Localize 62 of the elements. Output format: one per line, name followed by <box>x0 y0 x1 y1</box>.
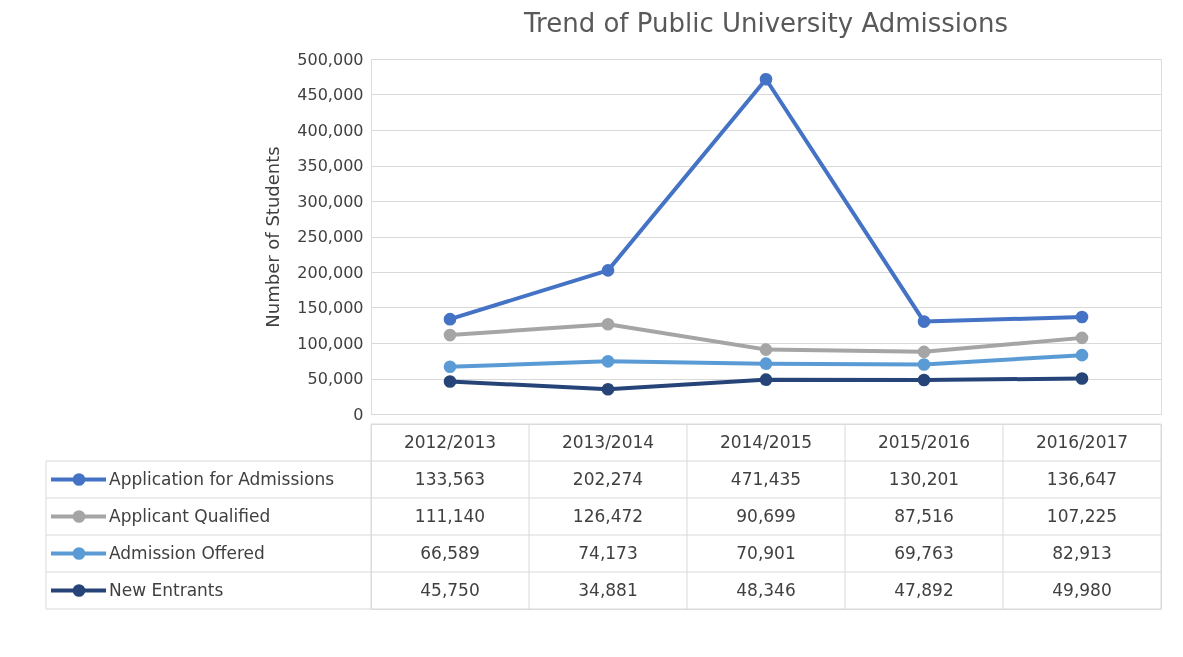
point <box>917 373 931 387</box>
y-tick-label: 200,000 <box>297 262 364 282</box>
point <box>601 317 615 331</box>
y-tick-label: 500,000 <box>297 49 364 69</box>
point <box>601 355 615 368</box>
data-label: 130,201 <box>888 468 960 489</box>
point <box>443 360 457 374</box>
data-label: 87,516 <box>894 505 954 526</box>
point <box>917 315 931 328</box>
data-label: 48,346 <box>736 579 796 600</box>
y-tick-label: 250,000 <box>297 227 364 246</box>
y-tick-label: 350,000 <box>297 156 364 175</box>
legend-label: New Entrants <box>109 579 224 600</box>
point <box>917 358 931 371</box>
point <box>601 264 615 277</box>
point <box>443 312 457 326</box>
data-label: 45,750 <box>420 579 480 600</box>
point <box>759 357 773 370</box>
y-tick-label: 450,000 <box>297 85 364 104</box>
x-tick-label: 2012/2013 <box>403 431 497 452</box>
point <box>1075 310 1089 324</box>
y-tick-label: 0 <box>353 404 364 424</box>
x-tick-label: 2013/2014 <box>561 431 655 452</box>
x-tick-label: 2015/2016 <box>877 431 971 452</box>
y-tick-label: 100,000 <box>297 333 364 353</box>
y-tick-label: 150,000 <box>297 298 364 317</box>
point <box>443 375 457 388</box>
data-label: 471,435 <box>730 468 802 489</box>
point <box>601 382 615 396</box>
data-label: 47,892 <box>894 579 954 600</box>
data-label: 74,173 <box>578 542 638 563</box>
data-label: 202,274 <box>572 468 644 489</box>
point <box>917 345 931 359</box>
data-label: 82,913 <box>1052 542 1112 563</box>
point <box>759 373 773 386</box>
data-label: 66,589 <box>420 542 480 563</box>
data-label: 136,647 <box>1046 468 1118 489</box>
chart-title: Trend of Public University Admissions <box>522 8 1009 38</box>
legend-label: Applicant Qualified <box>109 505 271 526</box>
point <box>1075 331 1089 345</box>
point <box>759 343 773 356</box>
data-label: 70,901 <box>736 542 796 563</box>
y-tick-label: 50,000 <box>307 369 364 388</box>
legend-label: Application for Admissions <box>109 468 335 489</box>
y-tick-label: 300,000 <box>297 191 364 211</box>
point <box>443 328 457 342</box>
x-tick-label: 2016/2017 <box>1035 431 1129 452</box>
point <box>1075 372 1089 385</box>
data-label: 107,225 <box>1046 505 1118 526</box>
y-axis-title: Number of Students <box>262 146 284 328</box>
data-label: 69,763 <box>894 542 954 563</box>
point <box>1075 348 1089 362</box>
data-label: 49,980 <box>1052 579 1112 600</box>
data-label: 111,140 <box>414 505 486 526</box>
x-tick-label: 2014/2015 <box>719 431 813 452</box>
data-label: 126,472 <box>572 505 644 526</box>
y-tick-label: 400,000 <box>297 120 364 140</box>
data-label: 133,563 <box>414 468 486 489</box>
point <box>759 72 773 86</box>
legend-label: Admission Offered <box>109 542 265 563</box>
data-label: 90,699 <box>736 505 796 526</box>
data-label: 34,881 <box>578 579 638 600</box>
